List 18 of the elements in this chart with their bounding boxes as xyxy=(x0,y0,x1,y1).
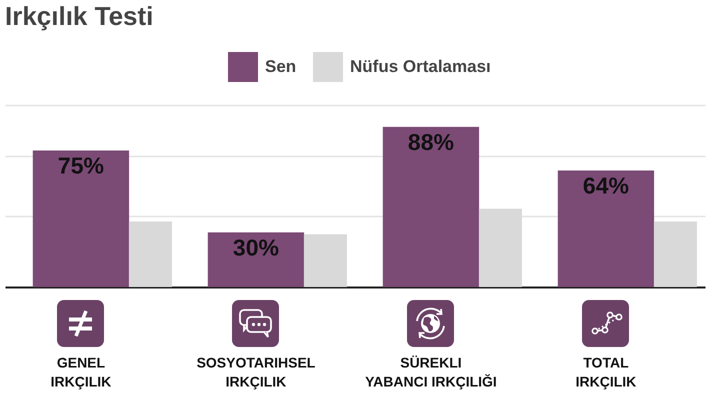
data-label: 30% xyxy=(232,234,279,260)
data-label: 75% xyxy=(58,152,104,178)
bar xyxy=(304,234,347,287)
bar xyxy=(558,170,654,287)
x-tick-label: SÜREKLI YABANCI IRKÇILIĞI xyxy=(365,354,497,390)
bar xyxy=(654,221,697,287)
x-tick-label: SOSYOTARIHSEL IRKÇILIK xyxy=(196,354,316,390)
bar xyxy=(208,232,304,287)
data-label: 88% xyxy=(408,128,454,155)
bar xyxy=(382,126,480,287)
x-tick-label: GENEL IRKÇILIK xyxy=(50,354,112,390)
data-label: 64% xyxy=(582,172,629,199)
legend-label: Nüfus Ortalaması xyxy=(350,57,491,76)
chart-title: Irkçılık Testi xyxy=(5,1,154,31)
x-tick-label: TOTAL IRKÇILIK xyxy=(576,354,636,390)
bar xyxy=(32,150,130,287)
legend-label: Sen xyxy=(265,57,296,76)
bar xyxy=(128,221,172,287)
